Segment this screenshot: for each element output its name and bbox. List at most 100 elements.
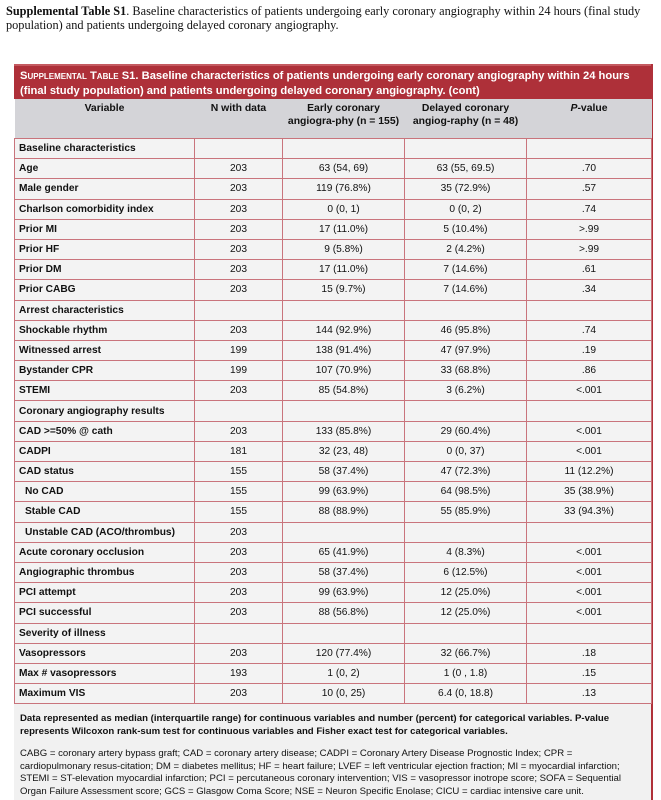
table-cell: .15 [526,662,652,685]
row-label: Male gender [14,178,195,200]
table-cell: 203 [194,238,283,261]
row-label: Unstable CAD (ACO/thrombus) [14,521,195,543]
table-cell: 193 [194,662,283,685]
table-row: Vasopressors 203 120 (77.4%) 32 (66.7%) .18 [14,642,652,664]
table-cell [526,299,652,321]
table-cell: .13 [526,683,652,705]
table-cell: 203 [194,218,283,240]
table-cell: 65 (41.9%) [282,541,405,563]
row-label: CAD status [14,460,195,483]
table-cell: 33 (68.8%) [404,360,527,382]
row-label: STEMI [14,380,195,402]
table-cell: 203 [194,319,283,341]
table-cell: 203 [194,602,283,624]
table-cell: .61 [526,259,652,281]
row-label: CADPI [14,440,195,463]
table-cell: 99 (63.9%) [282,582,405,604]
table-cell: 203 [194,683,283,705]
table-cell: 12 (25.0%) [404,602,527,624]
row-label: Charlson comorbidity index [14,198,195,220]
table-cell: 1 (0, 2) [282,662,405,685]
table-cell: 155 [194,460,283,483]
table-cell: 85 (54.8%) [282,380,405,402]
row-label: Prior MI [14,218,195,240]
table-cell: 199 [194,339,283,362]
row-label: Acute coronary occlusion [14,541,195,563]
table-cell: 3 (6.2%) [404,380,527,402]
table-cell: 144 (92.9%) [282,319,405,341]
table-cell: 5 (10.4%) [404,218,527,240]
table-cell: 1 (0 , 1.8) [404,662,527,685]
column-header: P-value [526,99,652,139]
table-cell: 29 (60.4%) [404,420,527,442]
table-cell: 9 (5.8%) [282,238,405,261]
table-row: Stable CAD 155 88 (88.9%) 55 (85.9%) 33 (94.… [14,501,652,523]
table-cell: 58 (37.4%) [282,561,405,584]
supplemental-table: Supplemental Table S1. Baseline characte… [14,64,653,800]
table-cell: 119 (76.8%) [282,178,405,200]
row-label: Max # vasopressors [14,662,195,685]
table-title-text: Baseline characteristics of patients und… [20,70,630,97]
table-cell [404,137,527,160]
table-cell [282,400,405,422]
table-cell: 32 (23, 48) [282,440,405,463]
table-cell [404,400,527,422]
row-label: Stable CAD [14,501,195,523]
table-cell: 6 (12.5%) [404,561,527,584]
table-row: Severity of illness [14,622,652,644]
table-row: Male gender 203 119 (76.8%) 35 (72.9%) .57 [14,178,652,200]
table-cell: 63 (55, 69.5) [404,158,527,180]
row-label: Age [14,158,195,180]
table-row: Prior DM 203 17 (11.0%) 7 (14.6%) .61 [14,259,652,281]
table-cell: 17 (11.0%) [282,218,405,240]
row-label: Angiographic thrombus [14,561,195,584]
table-cell: 0 (0, 1) [282,198,405,220]
table-cell [404,299,527,321]
column-header: Early coronary angiogra-phy (n = 155) [282,99,405,139]
table-cell [282,521,405,543]
table-cell: 47 (72.3%) [404,460,527,483]
notes-abbreviations: CABG = coronary artery bypass graft; CAD… [20,748,621,797]
table-cell: <.001 [526,420,652,442]
table-cell: 2 (4.2%) [404,238,527,261]
table-cell: .74 [526,198,652,220]
table-cell: 203 [194,178,283,200]
table-cell: 107 (70.9%) [282,360,405,382]
table-cell [526,521,652,543]
table-title: Supplemental Table S1. Baseline characte… [14,64,651,99]
table-cell [404,521,527,543]
table-cell: <.001 [526,440,652,463]
caption-label: Supplemental Table S1 [6,4,127,18]
table-cell: 199 [194,360,283,382]
table-cell: 99 (63.9%) [282,481,405,503]
table-cell: >.99 [526,238,652,261]
table-cell: <.001 [526,602,652,624]
table-cell: 7 (14.6%) [404,259,527,281]
table-cell: .19 [526,339,652,362]
table-cell: 120 (77.4%) [282,642,405,664]
table-cell [282,299,405,321]
table-cell [194,299,283,321]
table-cell: 203 [194,521,283,543]
table-row: CADPI 181 32 (23, 48) 0 (0, 37) <.001 [14,440,652,463]
table-cell: 64 (98.5%) [404,481,527,503]
table-cell: <.001 [526,582,652,604]
table-row: Arrest characteristics [14,299,652,321]
table-cell: <.001 [526,541,652,563]
row-label: Severity of illness [14,622,195,644]
table-cell: 155 [194,501,283,523]
row-label: Witnessed arrest [14,339,195,362]
table-row: Prior CABG 203 15 (9.7%) 7 (14.6%) .34 [14,279,652,301]
row-label: Coronary angiography results [14,400,195,422]
table-cell: 88 (88.9%) [282,501,405,523]
table-cell: 47 (97.9%) [404,339,527,362]
table-cell [194,622,283,644]
table-cell: 55 (85.9%) [404,501,527,523]
table-cell: 203 [194,642,283,664]
table-cell: 7 (14.6%) [404,279,527,301]
table-cell: 133 (85.8%) [282,420,405,442]
table-cell: 33 (94.3%) [526,501,652,523]
table-row: Baseline characteristics [14,137,652,160]
table-row: Max # vasopressors 193 1 (0, 2) 1 (0 , 1.8)… [14,662,652,685]
table-row: Prior HF 203 9 (5.8%) 2 (4.2%) >.99 [14,238,652,261]
